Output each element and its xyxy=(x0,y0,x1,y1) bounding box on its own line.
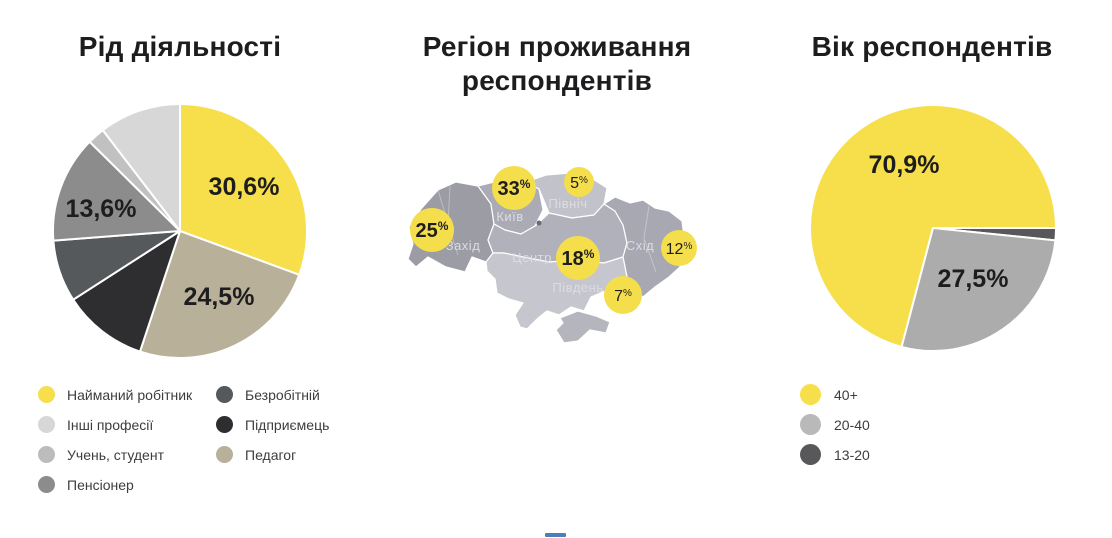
map-region-label-kyiv: Київ xyxy=(496,209,523,224)
legend-color-dot xyxy=(38,476,55,493)
partial-blue-bar xyxy=(545,533,566,537)
legend-item: Пенсіонер xyxy=(38,476,192,493)
map-region-skhid xyxy=(603,196,685,298)
legend-label: 40+ xyxy=(834,386,858,403)
map-stat-circle-pivnich xyxy=(564,167,594,197)
map-region-label-zakhid: Захід xyxy=(446,238,481,253)
map-region-krym xyxy=(555,310,611,344)
map-stat-value-skhid: 12% xyxy=(666,241,693,258)
region-chart-title-line2: респондентів xyxy=(461,65,653,96)
legend-label: Учень, студент xyxy=(67,446,164,463)
age-chart-title: Вік респондентів xyxy=(811,31,1053,62)
pie-slice xyxy=(101,103,181,232)
map-stat-circle-skhid xyxy=(661,230,697,266)
pie-slice xyxy=(809,104,1057,348)
map-stat-value-pivnich: 5% xyxy=(570,175,588,192)
map-region-label-skhid: Схід xyxy=(626,238,654,253)
map-region-label-pivden: Південь xyxy=(552,280,603,295)
region-chart-title-line1: Регіон проживання xyxy=(422,31,692,62)
map-stat-value-pivden: 7% xyxy=(614,288,632,305)
legend-item: Учень, студент xyxy=(38,446,192,463)
region-chart-title: Регіон проживання респондентів xyxy=(387,30,727,98)
legend-item: Найманий робітник xyxy=(38,386,192,403)
map-stat-circle-tsentr xyxy=(556,236,600,280)
map-region-label-tsentr: Центр xyxy=(512,250,552,265)
legend-item: 40+ xyxy=(800,384,870,405)
legend-color-dot xyxy=(800,414,821,435)
pie-slice-value-label: 70,9% xyxy=(869,151,940,179)
legend-color-dot xyxy=(38,386,55,403)
legend-item: Інші професії xyxy=(38,416,192,433)
activity-chart-title: Рід діяльності xyxy=(78,31,282,62)
map-stat-value-kyiv: 33% xyxy=(498,177,531,200)
legend-label: 20-40 xyxy=(834,416,870,433)
map-oblast-border-line xyxy=(643,205,657,273)
legend-label: Інші професії xyxy=(67,416,154,433)
activity-pie-chart: 30,6% 24,5% 13,6% xyxy=(52,103,308,359)
pie-slice-value-label: 13,6% xyxy=(66,195,137,223)
pie-slice xyxy=(179,103,308,276)
pie-slice xyxy=(72,230,181,353)
legend-color-dot xyxy=(216,386,233,403)
kyiv-city-marker xyxy=(536,220,542,226)
legend-label: 13-20 xyxy=(834,446,870,463)
pie-slice-value-label: 24,5% xyxy=(184,283,255,311)
legend-item: 20-40 xyxy=(800,414,870,435)
legend-item: Безробітній xyxy=(216,386,329,403)
map-region-label-pivnich: Північ xyxy=(549,196,588,211)
pie-slice-value-label: 27,5% xyxy=(938,265,1009,293)
map-stat-circle-pivden xyxy=(604,276,642,314)
legend-label: Підприємець xyxy=(245,416,330,433)
legend-color-dot xyxy=(216,446,233,463)
legend-label: Найманий робітник xyxy=(67,386,193,403)
legend-color-dot xyxy=(800,384,821,405)
legend-color-dot xyxy=(38,416,55,433)
legend-color-dot xyxy=(216,416,233,433)
activity-legend-column-2: Безробітній Підприємець Педагог xyxy=(216,386,329,476)
pie-slice xyxy=(52,140,181,242)
legend-color-dot xyxy=(38,446,55,463)
map-stat-value-zakhid: 25% xyxy=(416,219,449,242)
pie-slice xyxy=(139,230,301,359)
map-stat-circle-kyiv xyxy=(492,166,536,210)
pie-slice xyxy=(900,227,1057,352)
ukraine-map: Захід Київ Північ Центр Схід Південь 25% 33% 5% 1… xyxy=(407,166,697,344)
age-legend: 40+ 20-40 13-20 xyxy=(800,384,870,474)
age-pie-chart: 70,9% 27,5% xyxy=(809,104,1057,352)
legend-color-dot xyxy=(800,444,821,465)
activity-legend-column-1: Найманий робітник Інші професії Учень, сту… xyxy=(38,386,192,506)
legend-label: Пенсіонер xyxy=(67,476,134,493)
map-stat-circle-zakhid xyxy=(410,208,454,252)
legend-item: Підприємець xyxy=(216,416,329,433)
legend-item: 13-20 xyxy=(800,444,870,465)
legend-label: Безробітній xyxy=(245,386,320,403)
map-stat-value-tsentr: 18% xyxy=(562,247,595,270)
pie-slice-value-label: 30,6% xyxy=(209,173,280,201)
legend-label: Педагог xyxy=(245,446,297,463)
legend-item: Педагог xyxy=(216,446,329,463)
